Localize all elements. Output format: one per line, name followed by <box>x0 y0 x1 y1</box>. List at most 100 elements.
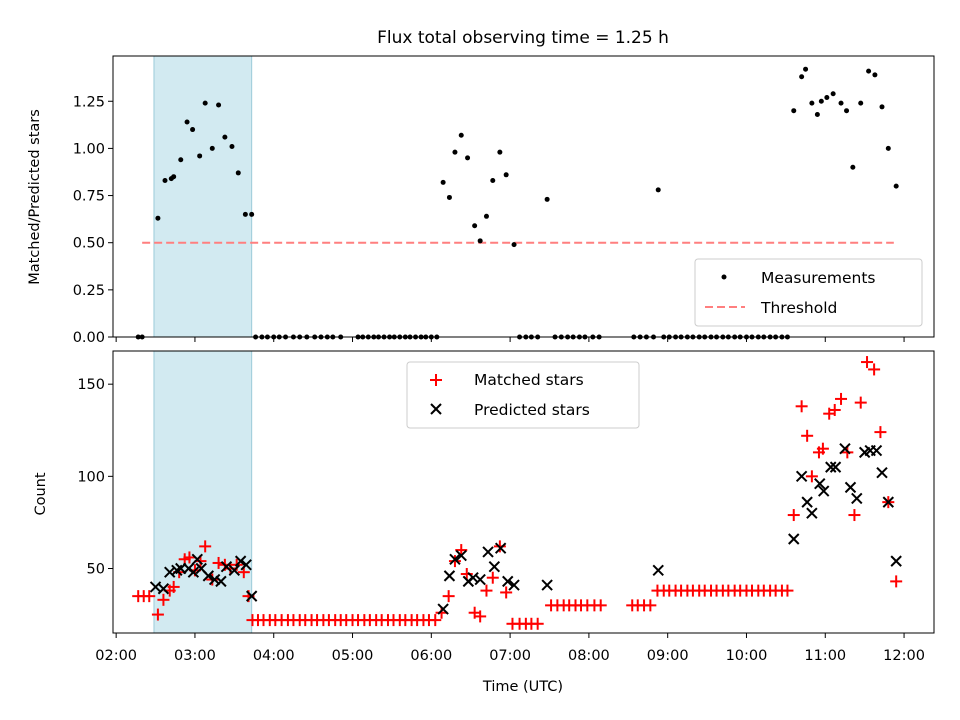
predicted-star-point <box>467 571 479 584</box>
matched-star-point <box>448 555 461 568</box>
x-tick-label: 04:00 <box>253 648 295 664</box>
top-legend-box <box>694 258 923 327</box>
matched-star-point <box>442 590 455 603</box>
measurement-point <box>184 119 190 125</box>
measurement-point <box>511 242 517 248</box>
x-tick-label: 10:00 <box>726 648 768 664</box>
predicted-star-point <box>814 477 826 490</box>
measurement-point <box>235 170 241 176</box>
predicted-star-point <box>806 507 818 519</box>
y-tick-label: 1.00 <box>73 141 105 157</box>
predicted-star-point <box>234 555 247 567</box>
measurement-point <box>171 174 177 180</box>
matched-star-point <box>531 617 544 630</box>
bottom-axes-frame <box>112 350 935 634</box>
predicted-star-point <box>508 579 520 591</box>
legend-matched-marker <box>430 374 442 386</box>
predicted-star-point <box>187 566 200 578</box>
legend-predicted-label: Predicted stars <box>474 401 590 419</box>
measurement-point <box>458 132 464 138</box>
predicted-star-point <box>801 496 813 508</box>
top-legend: Measurements Threshold <box>694 258 923 327</box>
measurement-point <box>155 215 161 221</box>
measurement-point <box>440 179 446 185</box>
predicted-star-point <box>455 549 467 562</box>
measurement-point <box>844 108 850 114</box>
predicted-star-point <box>437 603 449 615</box>
matched-star-point <box>795 400 808 413</box>
predicted-star-point <box>494 542 507 554</box>
measurement-point <box>850 164 856 170</box>
matched-star-point <box>890 575 903 588</box>
predicted-star-point <box>825 461 837 473</box>
measurement-point <box>216 102 222 108</box>
y-tick-label: 50 <box>87 561 105 577</box>
top-axes-frame <box>112 55 935 338</box>
matched-star-point <box>151 608 164 621</box>
measurement-point <box>490 177 496 183</box>
bottom-y-axis-label: Count <box>33 472 49 515</box>
matched-star-point <box>861 356 874 369</box>
x-tick-label: 09:00 <box>647 648 689 664</box>
predicted-star-point <box>449 553 461 565</box>
y-tick-label: 0.75 <box>73 189 105 205</box>
y-tick-label: 1.25 <box>73 94 105 110</box>
predicted-star-point <box>220 560 233 573</box>
x-axis-label: Time (UTC) <box>482 679 563 695</box>
y-tick-label: 0.50 <box>73 236 105 252</box>
measurement-point <box>178 157 184 163</box>
matched-star-point <box>781 584 794 597</box>
measurement-point <box>818 98 824 104</box>
matched-star-point <box>854 396 867 409</box>
measurement-point <box>497 149 503 155</box>
matched-star-point <box>480 584 493 597</box>
legend-measurements-label: Measurements <box>761 269 876 287</box>
matched-star-point <box>455 544 468 557</box>
matched-star-point <box>874 426 887 439</box>
predicted-star-point <box>443 570 456 582</box>
y-tick-label: 100 <box>77 469 105 485</box>
measurement-point <box>162 177 168 183</box>
measurement-point <box>872 72 878 78</box>
matched-star-point <box>801 429 814 442</box>
top-panel: Flux total observing time = 1.25 h Match… <box>27 28 935 346</box>
predicted-star-point <box>882 496 895 508</box>
predicted-star-point <box>890 555 902 567</box>
x-tick-label: 06:00 <box>410 648 452 664</box>
predicted-star-point <box>844 481 857 494</box>
measurement-point <box>824 94 830 100</box>
legend-matched-label: Matched stars <box>474 371 584 389</box>
predicted-star-point <box>474 573 486 586</box>
measurement-point <box>655 187 661 193</box>
measurement-point <box>477 238 483 244</box>
predicted-star-point <box>488 560 501 573</box>
bottom-legend: Matched stars Predicted stars <box>406 361 640 429</box>
measurement-point <box>809 100 815 106</box>
matched-star-point <box>143 590 156 603</box>
x-tick-label: 11:00 <box>804 648 846 664</box>
bottom-x-ticks: 02:00 03:00 04:00 05:00 06:00 07:00 08:00 09:00… <box>95 633 925 664</box>
measurement-point <box>222 134 228 140</box>
chart-title: Flux total observing time = 1.25 h <box>377 28 669 48</box>
matched-star-point <box>594 599 607 612</box>
measurement-point <box>544 196 550 202</box>
y-tick-label: 150 <box>77 377 105 393</box>
legend-predicted-marker <box>430 403 442 415</box>
measurement-point <box>242 211 248 217</box>
measurement-point <box>879 104 885 110</box>
matched-star-point <box>429 614 442 627</box>
matched-star-point <box>486 571 499 584</box>
measurement-point <box>791 108 797 114</box>
measurement-point <box>803 66 809 72</box>
predicted-star-point <box>502 575 514 588</box>
predicted-star-point <box>164 566 176 578</box>
top-x-ticks <box>115 337 905 342</box>
predicted-star-point <box>245 590 258 602</box>
measurement-point <box>858 100 864 106</box>
predicted-star-point <box>191 553 204 565</box>
measurement-point <box>814 111 820 117</box>
predicted-star-point <box>482 546 494 558</box>
predicted-star-point <box>795 470 808 483</box>
predicted-star-point <box>541 579 553 591</box>
